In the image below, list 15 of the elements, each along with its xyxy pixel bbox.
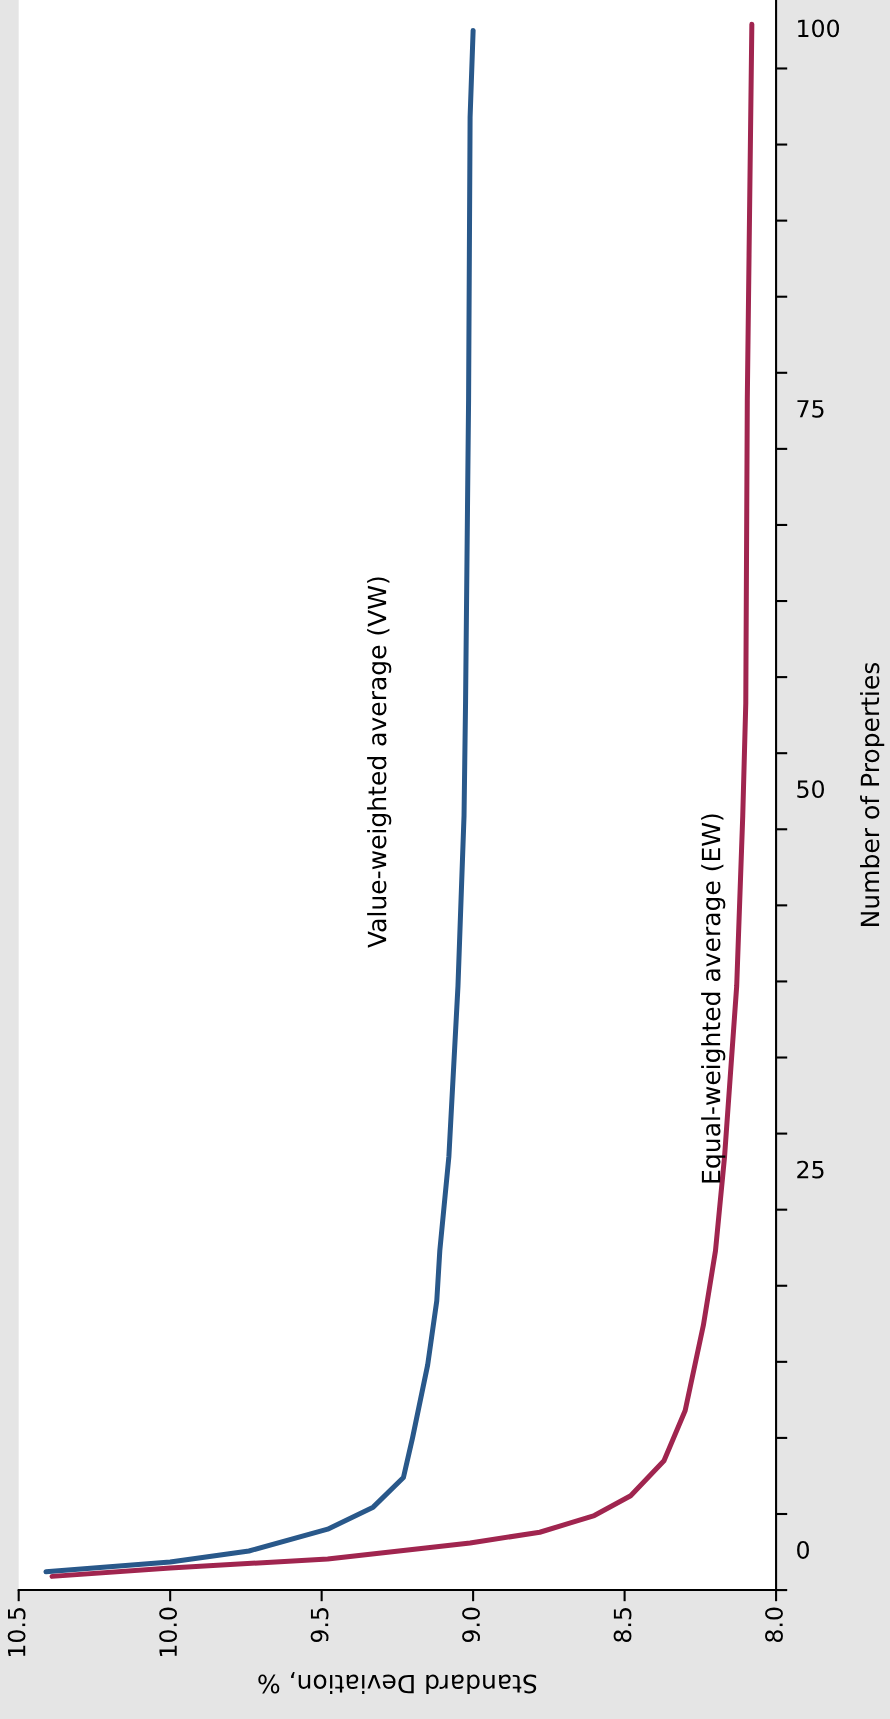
x-tick-label: 8.0 (765, 1607, 783, 1642)
annotation: Value-weighted average (VW) (367, 577, 392, 948)
x-axis-title: Standard Deviation, % (258, 1672, 537, 1694)
x-tick-label: 10.0 (159, 1607, 178, 1657)
x-tick-label: 8.5 (613, 1608, 632, 1642)
x-tick-label: 9.0 (462, 1607, 480, 1643)
y-tick-label: 100 (798, 19, 840, 38)
y-tick-label: 25 (797, 1160, 824, 1179)
x-tick-label: 10.5 (7, 1608, 26, 1657)
y-tick-label: 0 (797, 1541, 809, 1559)
x-tick-label: 9.5 (310, 1608, 329, 1643)
y-tick-label: 50 (797, 780, 824, 799)
y-axis-title: Number of Properties (860, 662, 885, 926)
y-tick-label: 75 (797, 400, 824, 418)
annotation: Equal-weighted average (EW) (701, 814, 726, 1183)
